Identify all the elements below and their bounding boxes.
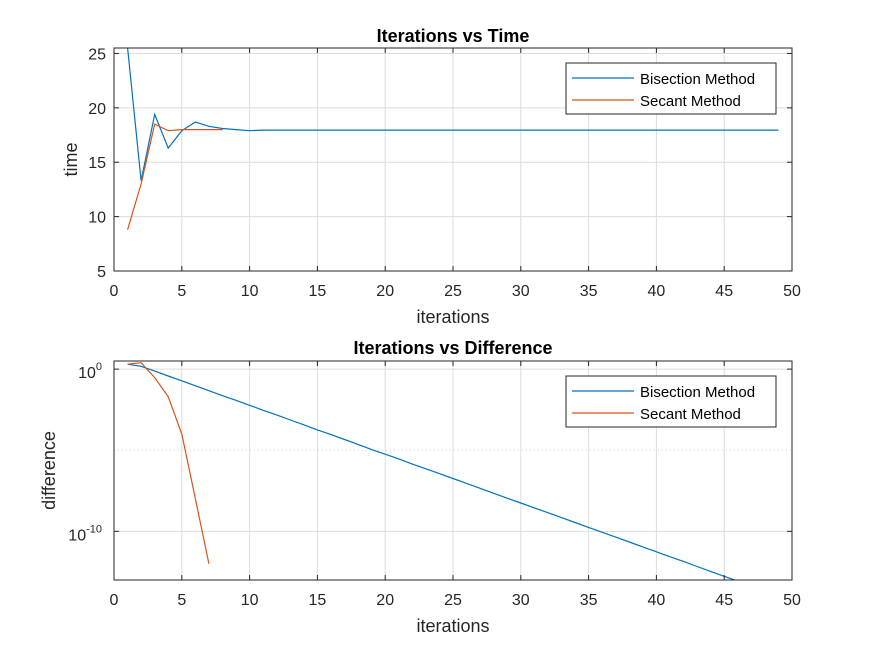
secant-method-line: [127, 362, 210, 564]
x-tick-label: 30: [512, 592, 530, 609]
y-tick-label: 10-10: [68, 523, 102, 544]
y-tick-label: 25: [88, 46, 106, 63]
x-tick-label: 25: [444, 283, 462, 300]
bisection-method-line: [127, 48, 779, 181]
secant-method-line: [127, 123, 223, 230]
x-tick-label: 30: [512, 283, 530, 300]
difference-x-axis-label: iterations: [416, 616, 489, 636]
difference-legend-box: [565, 375, 777, 428]
difference-y-axis-label: difference: [39, 431, 59, 510]
x-tick-label: 0: [110, 592, 119, 609]
legend-label-bisection: Bisection Method: [640, 71, 755, 88]
x-tick-label: 50: [783, 592, 801, 609]
x-tick-label: 5: [177, 592, 186, 609]
x-tick-label: 35: [580, 283, 598, 300]
time-y-axis-label: time: [61, 142, 81, 176]
difference-grid: [114, 361, 792, 580]
x-tick-label: 45: [715, 283, 733, 300]
bisection-method-line: [127, 363, 737, 580]
x-tick-label: 0: [110, 283, 119, 300]
x-tick-label: 15: [309, 592, 327, 609]
legend-label-secant: Secant Method: [640, 406, 741, 423]
x-tick-label: 20: [376, 592, 394, 609]
difference-chart: 0 5 10 15 20 25 30 35 40 45 50 100 10-10 Iterations …: [39, 338, 801, 636]
difference-chart-title: Iterations vs Difference: [353, 338, 552, 358]
time-legend: Bisection Method Secant Method: [565, 62, 777, 115]
x-tick-label: 10: [241, 592, 259, 609]
x-tick-label: 35: [580, 592, 598, 609]
legend-label-secant: Secant Method: [640, 93, 741, 110]
time-legend-box: [565, 62, 777, 115]
legend-label-bisection: Bisection Method: [640, 384, 755, 401]
x-tick-label: 10: [241, 283, 259, 300]
x-tick-label: 50: [783, 283, 801, 300]
y-tick-label: 20: [88, 101, 106, 118]
time-x-axis-label: iterations: [416, 307, 489, 327]
difference-tick-labels: 0 5 10 15 20 25 30 35 40 45 50 100 10-10: [68, 361, 801, 609]
x-tick-label: 25: [444, 592, 462, 609]
x-tick-label: 40: [648, 283, 666, 300]
time-chart-title: Iterations vs Time: [377, 26, 530, 46]
difference-legend: Bisection Method Secant Method: [565, 375, 777, 428]
y-tick-label: 10: [88, 210, 106, 227]
y-tick-label: 15: [88, 155, 106, 172]
x-tick-label: 45: [715, 592, 733, 609]
x-tick-label: 20: [376, 283, 394, 300]
x-tick-label: 5: [177, 283, 186, 300]
difference-series-lines: [127, 362, 737, 580]
y-tick-label: 100: [78, 361, 102, 382]
x-tick-label: 40: [648, 592, 666, 609]
x-tick-label: 15: [309, 283, 327, 300]
time-series-lines: [127, 48, 779, 230]
y-tick-label: 5: [97, 264, 106, 281]
